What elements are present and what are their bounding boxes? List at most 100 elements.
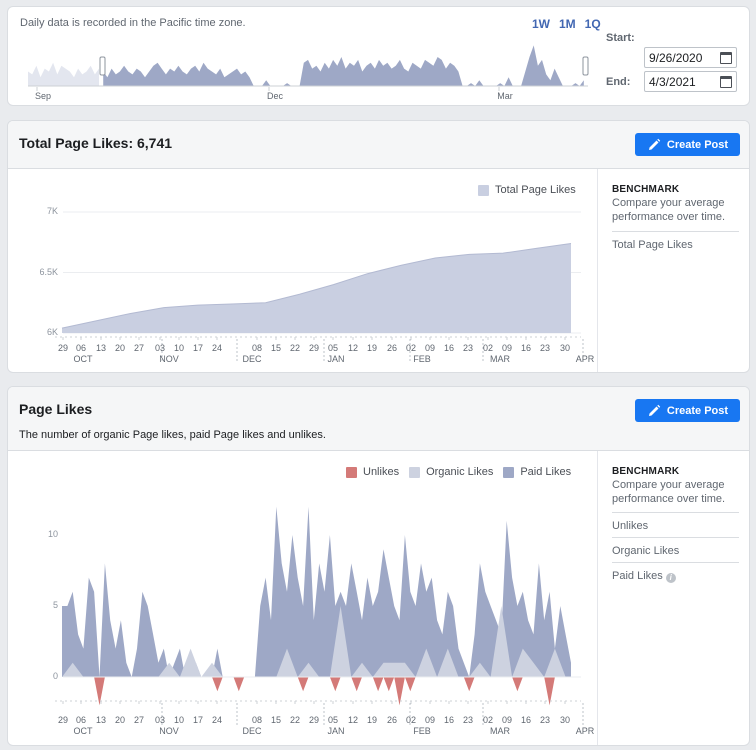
x-tick-label: 10 (173, 715, 184, 725)
card-subtitle: The number of organic Page likes, paid P… (19, 429, 326, 441)
month-label: NOV (159, 354, 179, 364)
legend-item-organic[interactable]: Organic Likes (409, 466, 493, 478)
chart-legend: Total Page Likes (478, 184, 576, 196)
card-title: Page Likes (19, 401, 93, 417)
month-label: DEC (242, 354, 262, 364)
benchmark-item-label: Paid Likes (612, 570, 663, 582)
benchmark-description: Compare your average performance over ti… (612, 197, 726, 223)
x-tick-label: 12 (347, 715, 358, 725)
range-brush-chart[interactable] (8, 7, 608, 106)
pencil-icon (648, 404, 661, 416)
legend-swatch (346, 466, 357, 478)
x-tick-label: 23 (462, 715, 473, 725)
legend-label: Paid Likes (520, 466, 572, 478)
month-label: JAN (327, 726, 345, 736)
x-tick-label: 03 (154, 343, 165, 353)
x-tick-label: 16 (443, 343, 454, 353)
x-tick-label: 24 (211, 715, 222, 725)
month-label: FEB (413, 354, 431, 364)
date-range-panel: Daily data is recorded in the Pacific ti… (7, 6, 750, 106)
end-date-field[interactable]: 4/3/2021 (644, 71, 737, 92)
benchmark-description: Compare your average performance over ti… (612, 479, 726, 505)
brush-handle-right (582, 56, 589, 76)
month-label: OCT (73, 354, 93, 364)
create-post-label: Create Post (666, 404, 729, 417)
benchmark-item-paid-likes[interactable]: Paid Likes i (612, 562, 739, 587)
period-1q-button[interactable]: 1Q (584, 17, 601, 31)
card-header: Page Likes The number of organic Page li… (8, 387, 749, 451)
x-tick-label: 23 (539, 715, 550, 725)
x-tick-label: 16 (443, 715, 454, 725)
total-page-likes-card: Total Page Likes: 6,741 Create Post Tota… (7, 120, 750, 373)
end-date-value: 4/3/2021 (649, 75, 696, 89)
x-tick-label: 05 (327, 343, 338, 353)
y-tick-label: 7K (46, 206, 58, 216)
x-tick-label: 20 (114, 715, 125, 725)
x-tick-label: 09 (501, 343, 512, 353)
chart-legend: Unlikes Organic Likes Paid Likes (346, 466, 571, 478)
x-tick-label: 27 (133, 715, 144, 725)
timezone-note: Daily data is recorded in the Pacific ti… (20, 17, 246, 29)
card-header: Total Page Likes: 6,741 Create Post (8, 121, 749, 169)
y-tick-label: 10 (47, 529, 58, 539)
x-tick-label: 16 (520, 343, 531, 353)
x-tick-label: 03 (154, 715, 165, 725)
x-tick-label: 15 (270, 715, 281, 725)
x-tick-label: 10 (173, 343, 184, 353)
x-tick-label: 29 (57, 715, 68, 725)
benchmark-item-organic-likes[interactable]: Organic Likes (612, 537, 739, 562)
start-date-field[interactable]: 9/26/2020 (644, 47, 737, 68)
x-tick-label: 09 (424, 715, 435, 725)
info-icon[interactable]: i (665, 573, 676, 583)
x-tick-label: 19 (366, 343, 377, 353)
create-post-button[interactable]: Create Post (635, 399, 740, 422)
card-title: Total Page Likes: 6,741 (19, 135, 173, 151)
x-tick-label: 15 (270, 343, 281, 353)
pencil-icon (648, 138, 661, 150)
calendar-icon[interactable] (720, 52, 732, 64)
month-label: APR (575, 726, 595, 736)
benchmark-panel: BENCHMARK Compare your average performan… (597, 169, 749, 372)
start-label: Start: (606, 32, 635, 44)
month-label: FEB (413, 726, 431, 736)
benchmark-item-unlikes[interactable]: Unlikes (612, 512, 739, 537)
x-tick-label: 09 (424, 343, 435, 353)
x-tick-label: 02 (405, 343, 416, 353)
brush-month-label: Sep (34, 91, 51, 101)
month-label: NOV (159, 726, 179, 736)
x-tick-label: 29 (57, 343, 68, 353)
period-1m-button[interactable]: 1M (559, 17, 576, 31)
benchmark-title: BENCHMARK (612, 184, 680, 195)
legend-item-paid[interactable]: Paid Likes (503, 466, 571, 478)
legend-swatch (503, 466, 515, 478)
end-label: End: (606, 76, 631, 88)
month-label: DEC (242, 726, 262, 736)
benchmark-title: BENCHMARK (612, 466, 680, 477)
x-tick-label: 17 (192, 715, 203, 725)
legend-label: Total Page Likes (495, 184, 576, 196)
period-1w-button[interactable]: 1W (532, 17, 550, 31)
benchmark-item-total-page-likes[interactable]: Total Page Likes (612, 231, 739, 256)
y-tick-label: 0 (52, 671, 58, 681)
brush-area-selected (103, 45, 584, 86)
month-label: OCT (73, 726, 93, 736)
series-area-organic-likes (62, 606, 571, 677)
x-tick-label: 26 (386, 715, 397, 725)
x-tick-label: 30 (559, 343, 570, 353)
calendar-icon[interactable] (720, 76, 732, 88)
x-tick-label: 12 (347, 343, 358, 353)
x-tick-label: 02 (405, 715, 416, 725)
x-tick-label: 22 (289, 343, 300, 353)
create-post-button[interactable]: Create Post (635, 133, 740, 156)
page-likes-card: Page Likes The number of organic Page li… (7, 386, 750, 746)
legend-item[interactable]: Total Page Likes (478, 184, 576, 196)
legend-item-unlikes[interactable]: Unlikes (346, 466, 399, 478)
benchmark-panel: BENCHMARK Compare your average performan… (597, 451, 749, 745)
x-tick-label: 08 (251, 343, 262, 353)
x-tick-label: 02 (482, 715, 493, 725)
x-tick-label: 16 (520, 715, 531, 725)
brush-month-label: Dec (266, 91, 283, 101)
month-label: MAR (490, 726, 510, 736)
legend-swatch (478, 184, 489, 196)
x-tick-label: 13 (95, 715, 106, 725)
